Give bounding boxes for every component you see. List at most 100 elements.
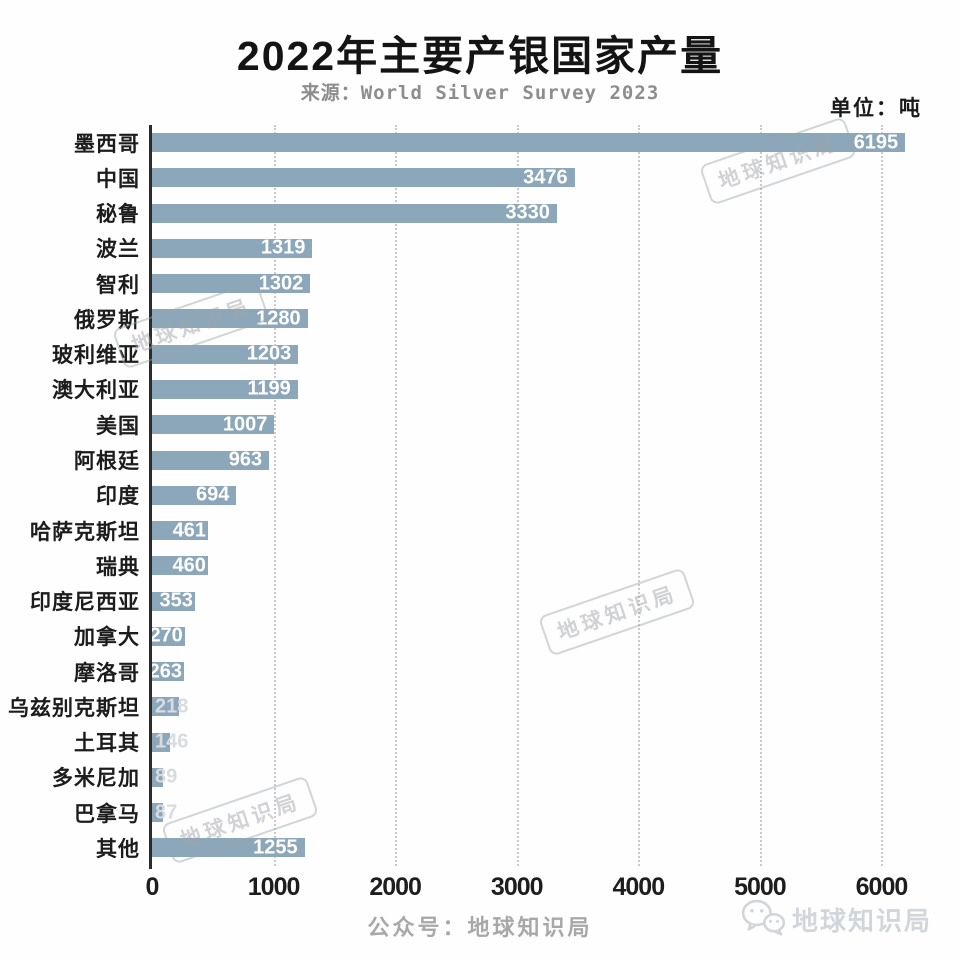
bar-track: 1203 xyxy=(152,342,952,365)
x-axis-tick-labels: 0 1000 2000 3000 4000 5000 6000 xyxy=(0,873,960,907)
category-label: 俄罗斯 xyxy=(74,308,140,332)
value-label: 3330 xyxy=(505,201,550,224)
bar: 694 xyxy=(152,483,237,506)
bar: 1280 xyxy=(152,307,308,330)
bar-row: 中国 3476 xyxy=(0,160,960,195)
value-label: 1199 xyxy=(247,377,291,400)
gridline xyxy=(881,125,884,866)
x-tick-label: 6000 xyxy=(855,873,909,901)
bar-track: 460 xyxy=(152,554,952,577)
category-label: 中国 xyxy=(96,167,140,191)
bar-chart: 墨西哥 6195 中国 3476 秘鲁 3330 波兰 1319 智利 1302 俄罗斯 1280 玻利… xyxy=(0,125,960,915)
value-label: 89 xyxy=(155,765,178,788)
category-label: 瑞典 xyxy=(96,555,140,579)
category-label: 加拿大 xyxy=(74,626,140,650)
category-label: 墨西哥 xyxy=(74,132,140,156)
bar-row: 瑞典 460 xyxy=(0,548,960,583)
bar-row: 哈萨克斯坦 461 xyxy=(0,513,960,548)
value-label: 1007 xyxy=(222,413,268,436)
bar: 87 xyxy=(152,801,177,823)
bar-row: 美国 1007 xyxy=(0,407,960,442)
x-tick-label: 2000 xyxy=(369,873,422,901)
category-label: 印度 xyxy=(96,485,140,509)
bar: 3476 xyxy=(152,166,575,189)
bar: 461 xyxy=(152,519,209,541)
value-label: 270 xyxy=(149,624,183,647)
bar-track: 1199 xyxy=(152,377,952,400)
page-title: 2022年主要产银国家产量 xyxy=(236,33,724,79)
unit-label: 单位：吨 xyxy=(830,97,922,120)
gridline xyxy=(759,125,762,866)
bar-rows: 墨西哥 6195 中国 3476 秘鲁 3330 波兰 1319 智利 1302 俄罗斯 1280 玻利… xyxy=(0,125,960,866)
bar: 218 xyxy=(152,695,188,717)
value-label: 1255 xyxy=(253,836,298,859)
bar-track: 270 xyxy=(149,624,952,647)
category-label: 多米尼加 xyxy=(52,767,140,791)
bar-track: 1007 xyxy=(152,413,952,436)
value-label: 460 xyxy=(172,554,206,577)
bar-track: 87 xyxy=(152,801,952,823)
footer-caption: 公众号：地球知识局 xyxy=(367,915,593,940)
value-label: 1280 xyxy=(256,307,301,330)
bar-track: 3330 xyxy=(152,201,952,224)
bar-track: 1280 xyxy=(152,307,952,330)
bar-track: 263 xyxy=(148,660,952,683)
category-label: 秘鲁 xyxy=(96,203,140,227)
bar-row: 其他 1255 xyxy=(0,830,960,865)
bar-row: 波兰 1319 xyxy=(0,231,960,266)
bar: 353 xyxy=(152,589,195,612)
value-label: 263 xyxy=(148,660,182,683)
bar-row: 阿根廷 963 xyxy=(0,442,960,477)
category-label: 美国 xyxy=(96,414,140,438)
bar-row: 玻利维亚 1203 xyxy=(0,337,960,372)
category-label: 玻利维亚 xyxy=(52,344,140,368)
bar: 963 xyxy=(152,449,270,471)
value-label: 1302 xyxy=(258,272,304,295)
category-label: 澳大利亚 xyxy=(52,379,140,403)
bar-row: 俄罗斯 1280 xyxy=(0,301,960,336)
x-tick-label: 5000 xyxy=(734,873,787,901)
value-label: 1203 xyxy=(246,342,292,365)
category-label: 其他 xyxy=(96,837,140,861)
category-label: 阿根廷 xyxy=(74,450,140,474)
bar-track: 963 xyxy=(152,449,952,471)
category-label: 土耳其 xyxy=(74,732,140,756)
bar: 1255 xyxy=(152,836,305,859)
bar: 270 xyxy=(149,624,185,647)
brand-logo-text: 地球知识局 xyxy=(791,906,932,936)
x-tick-label: 4000 xyxy=(612,873,666,901)
bar-row: 加拿大 270 xyxy=(0,619,960,654)
wechat-icon xyxy=(740,898,786,941)
bar-row: 巴拿马 87 xyxy=(0,795,960,830)
bar: 1319 xyxy=(152,237,313,259)
bar: 146 xyxy=(152,731,188,753)
value-label: 146 xyxy=(155,730,189,753)
bar: 6195 xyxy=(152,131,906,153)
value-label: 3476 xyxy=(523,166,568,189)
bar-track: 694 xyxy=(152,483,952,506)
x-tick-label: 0 xyxy=(145,873,160,901)
bar-row: 秘鲁 3330 xyxy=(0,196,960,231)
bar-row: 智利 1302 xyxy=(0,266,960,301)
bar-track: 89 xyxy=(152,766,952,788)
bar-row: 土耳其 146 xyxy=(0,725,960,760)
value-label: 353 xyxy=(159,589,193,612)
bar-track: 218 xyxy=(152,695,952,717)
brand-logo: 地球知识局 xyxy=(740,898,932,941)
gridline xyxy=(395,125,398,866)
bar-track: 353 xyxy=(152,589,952,612)
source-caption: 来源：World Silver Survey 2023 xyxy=(300,82,660,104)
category-label: 波兰 xyxy=(96,238,140,262)
bar: 89 xyxy=(152,766,177,788)
gridline xyxy=(638,125,641,866)
gridline xyxy=(273,125,276,866)
x-tick-label: 1000 xyxy=(247,873,301,901)
bar-row: 墨西哥 6195 xyxy=(0,125,960,160)
bar: 1302 xyxy=(152,272,311,295)
bar-row: 澳大利亚 1199 xyxy=(0,372,960,407)
bar-row: 摩洛哥 263 xyxy=(0,654,960,689)
bar-track: 1255 xyxy=(152,836,952,859)
value-label: 694 xyxy=(196,483,230,506)
plot-area xyxy=(152,125,952,866)
